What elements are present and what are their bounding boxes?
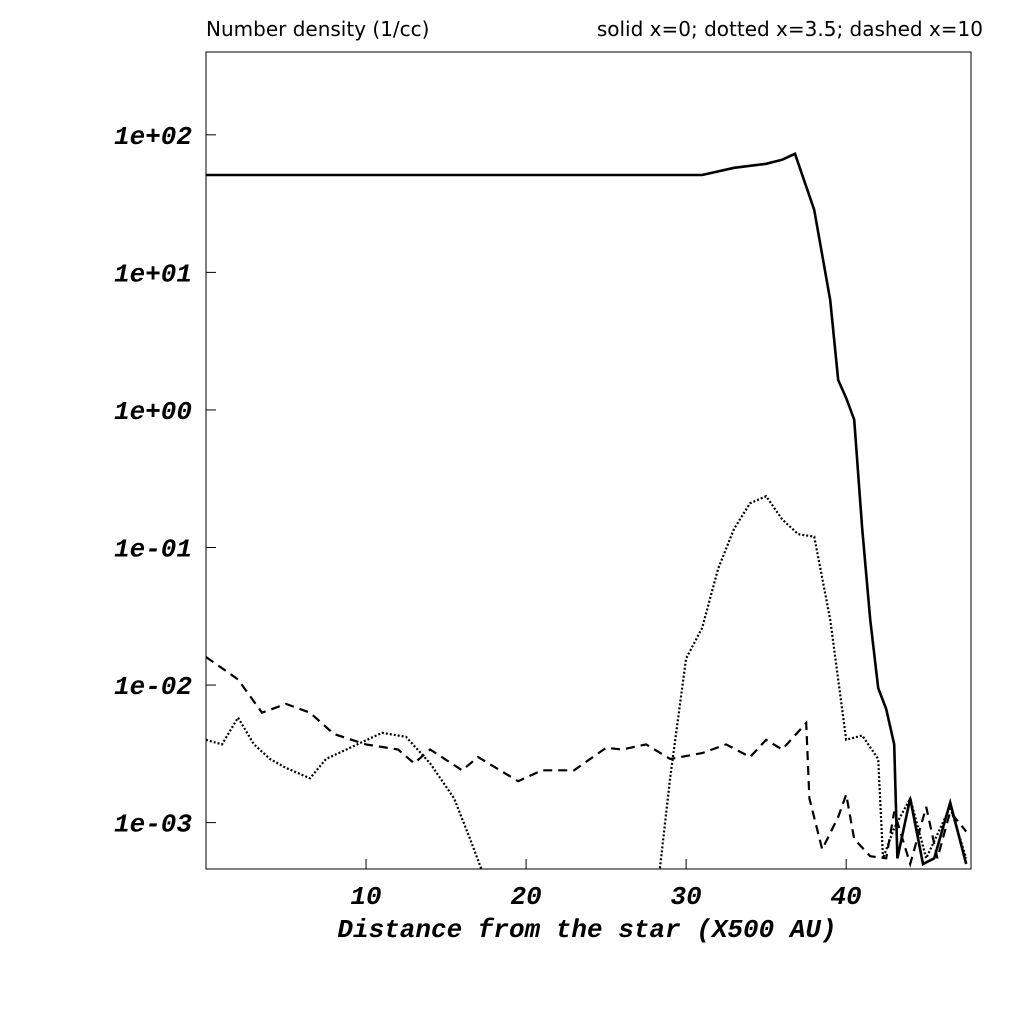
y-tick-label: 1e+01 xyxy=(114,259,192,289)
x-tick-label: 30 xyxy=(671,882,702,912)
y-tick-label: 1e+00 xyxy=(114,397,192,427)
y-tick-label: 1e-02 xyxy=(114,672,192,702)
series-line xyxy=(206,152,968,866)
series-line xyxy=(206,656,968,868)
x-tick-label: 10 xyxy=(350,882,381,912)
y-tick-label: 1e-01 xyxy=(114,534,192,564)
chart-title: Number density (1/cc) xyxy=(206,17,429,41)
x-tick-label: 40 xyxy=(831,882,862,912)
plot-frame xyxy=(205,51,972,870)
plot-lines xyxy=(206,152,968,869)
x-tick-label: 20 xyxy=(510,882,541,912)
x-axis-label: Distance from the star (X500 AU) xyxy=(337,915,836,945)
y-tick-label: 1e+02 xyxy=(114,122,192,152)
series-line xyxy=(206,494,968,869)
y-tick-label: 1e-03 xyxy=(114,810,192,840)
legend-text: solid x=0; dotted x=3.5; dashed x=10 xyxy=(597,17,983,41)
